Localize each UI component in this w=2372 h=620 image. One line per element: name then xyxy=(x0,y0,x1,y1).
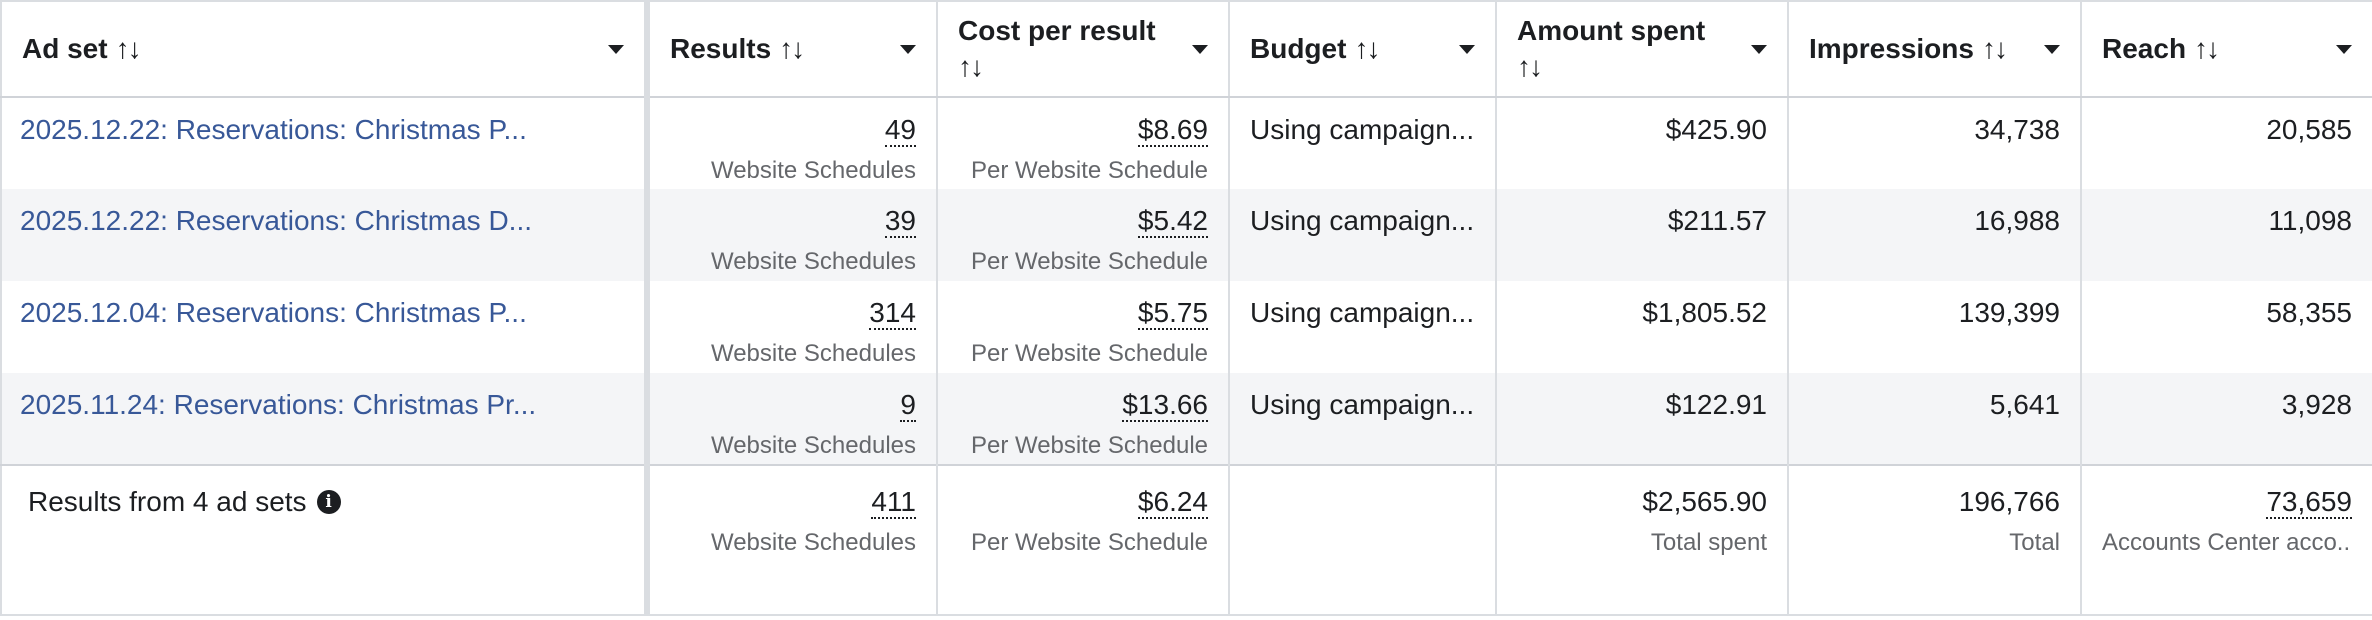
sort-icon[interactable]: ↑↓ xyxy=(958,51,984,82)
sort-icon[interactable]: ↑↓ xyxy=(1354,33,1380,64)
column-header-ad-set[interactable]: Ad set ↑↓ xyxy=(1,1,650,98)
chevron-down-icon[interactable] xyxy=(1459,44,1475,54)
table-row[interactable]: 2025.12.22: Reservations: Christmas P...… xyxy=(1,97,2372,189)
budget-value: Using campaign... xyxy=(1250,389,1475,420)
budget-value: Using campaign... xyxy=(1250,114,1475,145)
total-impressions-value: 196,766 xyxy=(1958,486,2060,517)
totals-label: Results from 4 ad sets xyxy=(28,486,307,517)
chevron-down-icon[interactable] xyxy=(900,44,916,54)
results-value[interactable]: 39 xyxy=(884,205,916,238)
total-results-value[interactable]: 411 xyxy=(871,486,916,519)
cost-per-result-value[interactable]: $5.42 xyxy=(1137,205,1208,238)
total-reach-subtitle: Accounts Center acco... xyxy=(2102,529,2352,556)
header-label: Results xyxy=(670,33,772,64)
reach-value: 58,355 xyxy=(2266,297,2352,328)
ad-set-name-link[interactable]: 2025.11.24: Reservations: Christmas Pr..… xyxy=(20,389,537,420)
results-subtitle: Website Schedules xyxy=(710,157,916,184)
cost-per-result-value[interactable]: $13.66 xyxy=(1122,389,1208,422)
column-header-budget[interactable]: Budget ↑↓ xyxy=(1229,1,1497,98)
chevron-down-icon[interactable] xyxy=(1751,44,1767,54)
ad-set-name-link[interactable]: 2025.12.22: Reservations: Christmas D... xyxy=(20,205,533,236)
sort-icon[interactable]: ↑↓ xyxy=(1981,33,2008,64)
total-reach-value[interactable]: 73,659 xyxy=(2266,486,2352,519)
results-subtitle: Website Schedules xyxy=(710,248,916,275)
budget-value: Using campaign... xyxy=(1250,297,1475,328)
chevron-down-icon[interactable] xyxy=(608,44,624,54)
cost-per-result-subtitle: Per Website Schedule xyxy=(970,432,1208,459)
ad-set-name-link[interactable]: 2025.12.22: Reservations: Christmas P... xyxy=(20,114,527,145)
impressions-value: 5,641 xyxy=(1989,389,2060,420)
results-value[interactable]: 314 xyxy=(869,297,916,330)
amount-spent-value: $211.57 xyxy=(1667,205,1767,236)
reach-value: 20,585 xyxy=(2266,114,2352,145)
results-subtitle: Website Schedules xyxy=(710,432,916,459)
total-amount-spent-value: $2,565.90 xyxy=(1642,486,1767,517)
amount-spent-value: $425.90 xyxy=(1665,114,1767,145)
impressions-value: 139,399 xyxy=(1958,297,2060,328)
column-header-amount-spent[interactable]: Amount spent ↑↓ xyxy=(1496,1,1789,98)
chevron-down-icon[interactable] xyxy=(1192,44,1208,54)
total-impressions-subtitle: Total xyxy=(2009,529,2060,556)
budget-value: Using campaign... xyxy=(1250,205,1475,236)
cost-per-result-value[interactable]: $8.69 xyxy=(1137,114,1208,147)
total-cost-per-result-value[interactable]: $6.24 xyxy=(1137,486,1208,519)
amount-spent-value: $122.91 xyxy=(1665,389,1767,420)
cost-per-result-subtitle: Per Website Schedule xyxy=(970,157,1208,184)
column-header-cost-per-result[interactable]: Cost per result ↑↓ xyxy=(937,1,1230,98)
header-label: Reach xyxy=(2102,33,2187,64)
cost-per-result-subtitle: Per Website Schedule xyxy=(970,340,1208,367)
header-label: Impressions xyxy=(1809,33,1974,64)
column-header-reach[interactable]: Reach ↑↓ xyxy=(2081,1,2372,98)
cost-per-result-subtitle: Per Website Schedule xyxy=(970,248,1208,275)
chevron-down-icon[interactable] xyxy=(2044,44,2060,54)
table-row[interactable]: 2025.11.24: Reservations: Christmas Pr..… xyxy=(1,373,2372,465)
header-label: Cost per result xyxy=(958,15,1156,46)
total-amount-spent-subtitle: Total spent xyxy=(1650,529,1767,556)
table-row[interactable]: 2025.12.04: Reservations: Christmas P...… xyxy=(1,281,2372,373)
reach-value: 3,928 xyxy=(2281,389,2352,420)
header-label: Ad set xyxy=(22,33,108,64)
info-icon[interactable]: i xyxy=(316,490,341,514)
header-row: Ad set ↑↓ Results ↑↓ Cost per result ↑↓ Bud… xyxy=(1,1,2372,98)
sort-icon[interactable]: ↑↓ xyxy=(1517,51,1543,82)
ad-set-name-link[interactable]: 2025.12.04: Reservations: Christmas P... xyxy=(20,297,527,328)
sort-icon[interactable]: ↑↓ xyxy=(779,33,805,64)
impressions-value: 16,988 xyxy=(1974,205,2060,236)
results-subtitle: Website Schedules xyxy=(710,340,916,367)
results-value[interactable]: 49 xyxy=(884,114,916,147)
totals-row: Results from 4 ad sets i 411 Website Sche… xyxy=(1,464,2372,615)
sort-icon[interactable]: ↑↓ xyxy=(2194,33,2220,64)
total-cost-per-result-subtitle: Per Website Schedule xyxy=(970,529,1208,556)
total-budget-cell xyxy=(1229,464,1497,615)
table-row[interactable]: 2025.12.22: Reservations: Christmas D...… xyxy=(1,189,2372,281)
results-value[interactable]: 9 xyxy=(900,389,916,422)
column-header-impressions[interactable]: Impressions ↑↓ xyxy=(1788,1,2082,98)
header-label: Amount spent xyxy=(1517,15,1706,46)
chevron-down-icon[interactable] xyxy=(2336,44,2352,54)
total-results-subtitle: Website Schedules xyxy=(710,529,916,556)
column-header-results[interactable]: Results ↑↓ xyxy=(647,1,938,98)
header-label: Budget xyxy=(1250,33,1347,64)
sort-icon[interactable]: ↑↓ xyxy=(115,33,142,64)
reach-value: 11,098 xyxy=(2268,205,2352,236)
impressions-value: 34,738 xyxy=(1974,114,2060,145)
amount-spent-value: $1,805.52 xyxy=(1642,297,1767,328)
cost-per-result-value[interactable]: $5.75 xyxy=(1137,297,1208,330)
